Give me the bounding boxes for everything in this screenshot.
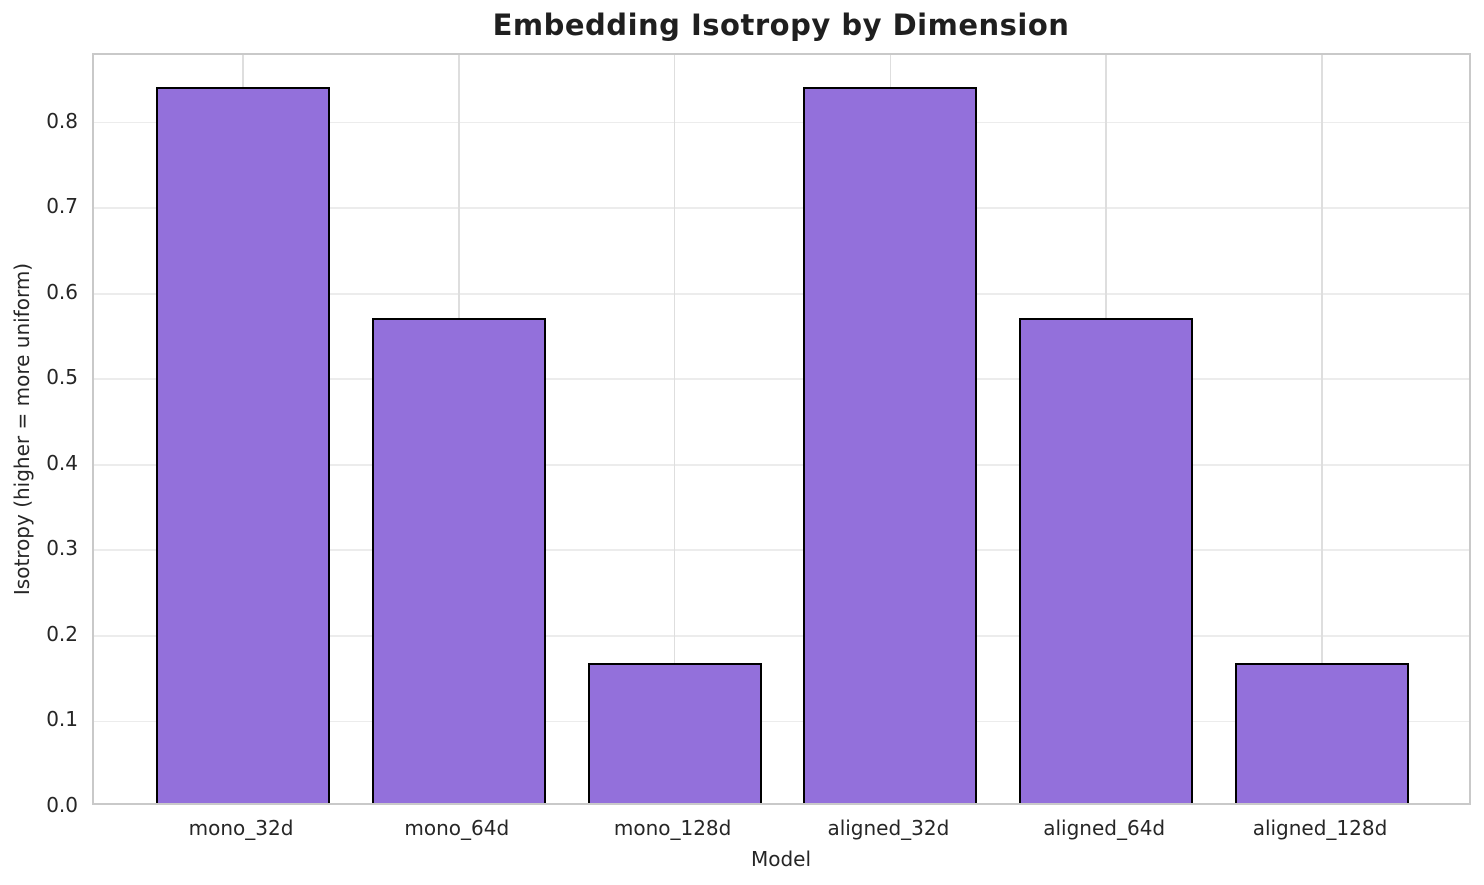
h-gridline bbox=[94, 549, 1469, 552]
h-gridline bbox=[94, 207, 1469, 209]
x-tick-label: mono_32d bbox=[188, 816, 294, 840]
y-tick-label: 0.2 bbox=[46, 621, 78, 646]
y-tick-label: 0.0 bbox=[46, 793, 78, 817]
bar-mono_64d bbox=[371, 317, 546, 803]
x-tick-label: mono_128d bbox=[613, 816, 732, 840]
h-gridline bbox=[94, 378, 1469, 381]
x-tick-label: mono_64d bbox=[404, 816, 510, 840]
h-gridline bbox=[94, 463, 1469, 466]
y-tick-label: 0.7 bbox=[46, 194, 78, 219]
h-gridline bbox=[94, 635, 1469, 637]
y-tick-label: 0.1 bbox=[46, 707, 78, 732]
v-gridline bbox=[673, 55, 676, 803]
y-tick-label: 0.3 bbox=[46, 536, 78, 561]
x-tick-label: aligned_64d bbox=[1043, 816, 1166, 840]
bar-mono_128d bbox=[587, 662, 762, 803]
bar-aligned_128d bbox=[1235, 662, 1409, 803]
x-tick-label: aligned_32d bbox=[827, 816, 950, 840]
h-gridline bbox=[94, 720, 1469, 723]
y-tick-label: 0.6 bbox=[46, 279, 78, 304]
v-gridline bbox=[1321, 55, 1323, 803]
h-gridline bbox=[94, 292, 1469, 295]
x-axis-label: Model bbox=[750, 847, 812, 871]
chart-title: Embedding Isotropy by Dimension bbox=[492, 8, 1070, 42]
bar-mono_32d bbox=[156, 86, 330, 803]
bar-aligned_32d bbox=[803, 86, 978, 803]
y-tick-label: 0.4 bbox=[46, 450, 78, 475]
plot-area bbox=[92, 53, 1471, 805]
bar-aligned_64d bbox=[1019, 317, 1194, 803]
x-tick-label: aligned_128d bbox=[1252, 816, 1388, 840]
y-tick-label: 0.5 bbox=[46, 365, 78, 390]
h-gridline bbox=[94, 121, 1469, 124]
y-tick-label: 0.8 bbox=[46, 108, 78, 133]
